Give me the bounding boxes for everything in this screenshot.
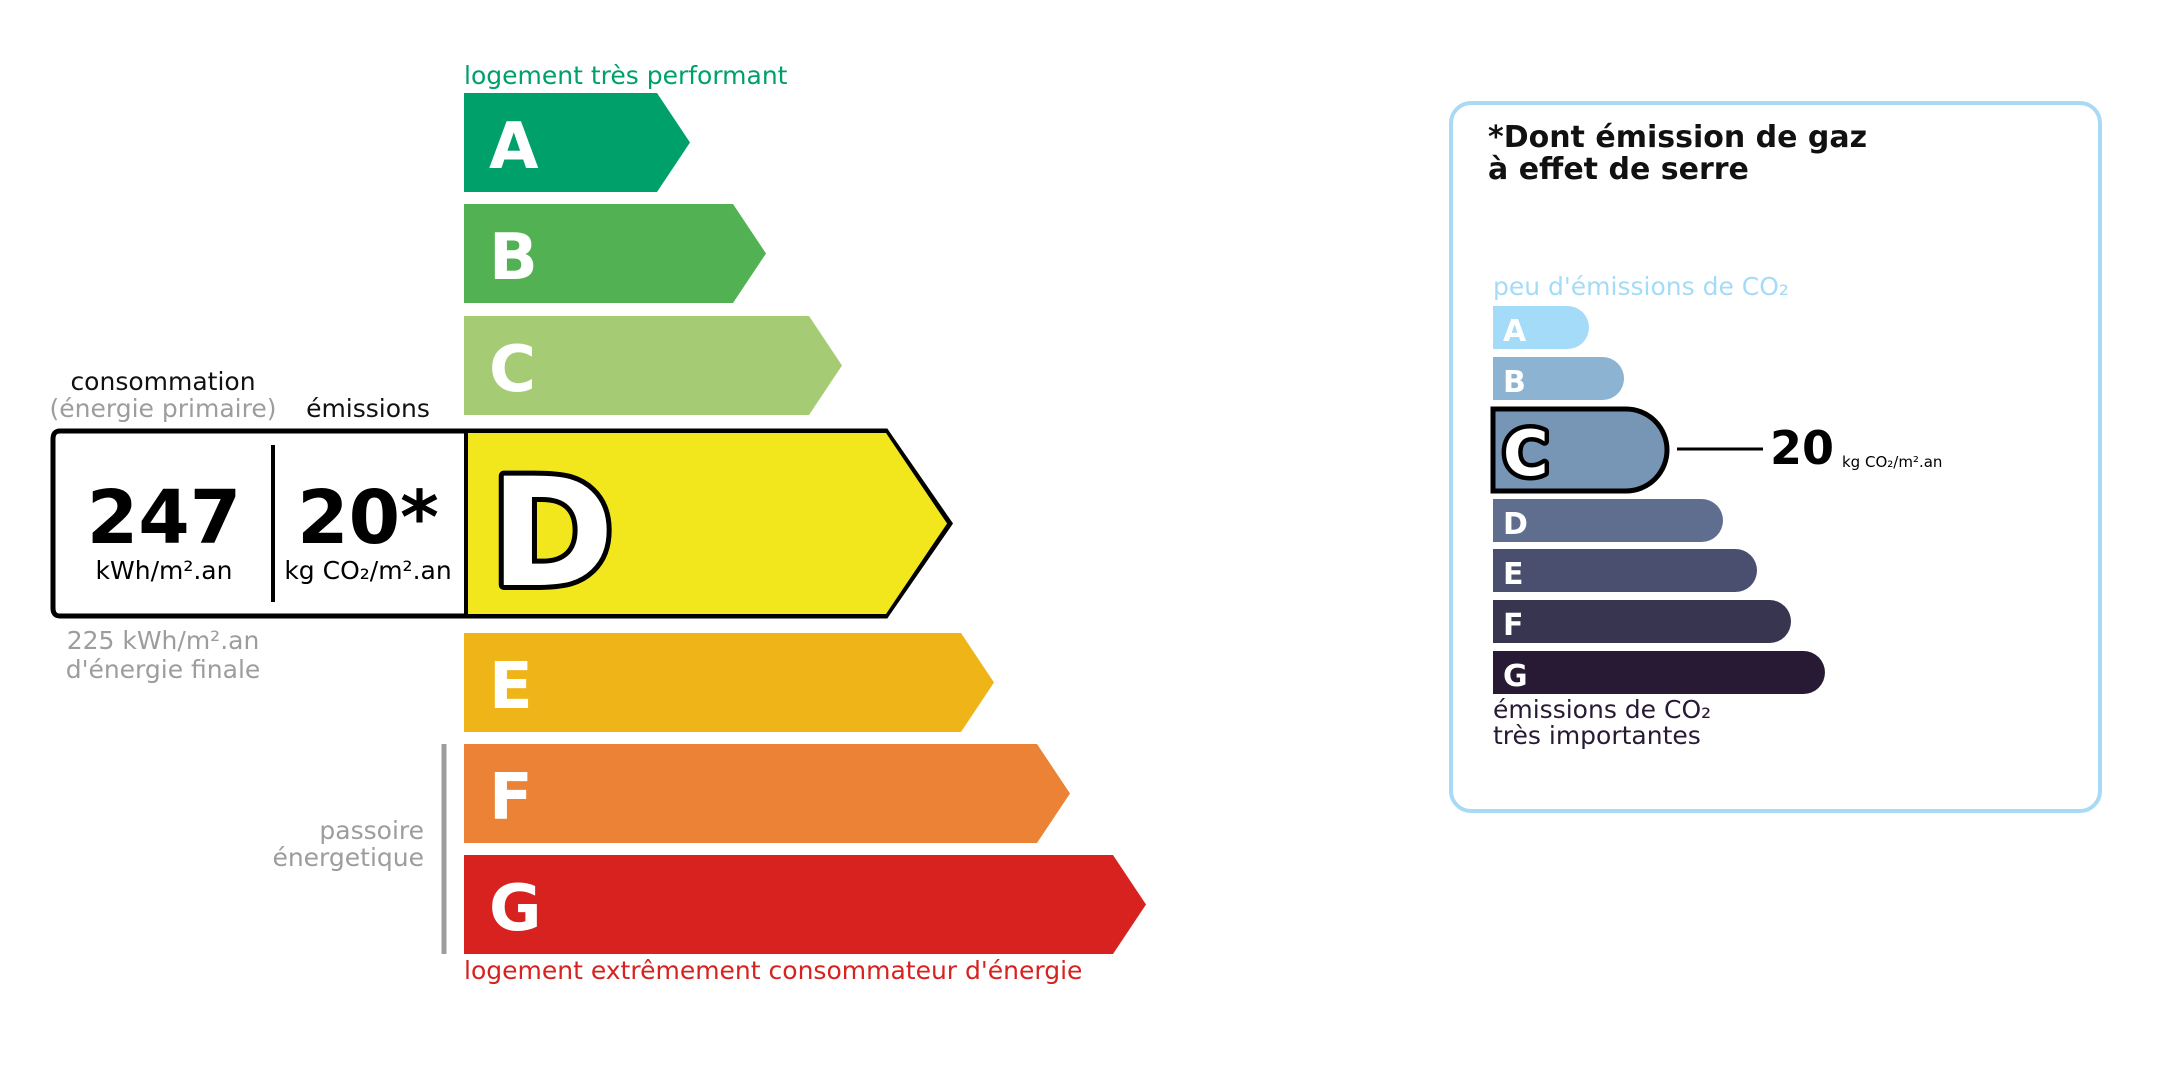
emissions-unit: kg CO₂/m².an [284, 556, 452, 585]
ghg-bar-C [1490, 406, 1670, 494]
bottom-energy-label: logement extrêmement consommateur d'éner… [464, 956, 1083, 985]
ghg-unit: kg CO₂/m².an [1842, 453, 1943, 471]
consumption-value: 247 [86, 475, 242, 561]
consumption-sub: (énergie primaire) [49, 394, 277, 423]
ghg-bottom-label: émissions de CO₂ très importantes [1493, 697, 1711, 749]
final-energy-value: 225 kWh/m².an [66, 626, 260, 655]
ghg-panel [1449, 101, 2102, 813]
energy-bar-D [467, 433, 947, 614]
energy-bar-C [464, 316, 842, 415]
ghg-letter-B: B [1503, 365, 1526, 400]
ghg-letter-G: G [1503, 659, 1528, 694]
ghg-title: *Dont émission de gaz à effet de serre [1488, 122, 1867, 186]
ghg-letter-C: C [1503, 417, 1549, 490]
emissions-value: 20* [297, 475, 439, 561]
ghg-letter-E: E [1503, 557, 1524, 592]
passoire-label-1: passoire [319, 816, 424, 845]
ghg-bar-F [1493, 600, 1791, 643]
energy-letter-A: A [489, 110, 539, 184]
ghg-bottom-label-2: très importantes [1493, 721, 1701, 750]
ghg-value: 20 [1770, 421, 1835, 475]
energy-letter-G: G [489, 872, 542, 946]
energy-letter-C: C [489, 333, 536, 407]
emissions-header: émissions [306, 394, 430, 423]
energy-letter-D: D [490, 447, 615, 621]
ghg-letter-A: A [1503, 314, 1527, 349]
ghg-top-label: peu d'émissions de CO₂ [1493, 272, 1789, 301]
consumption-unit: kWh/m².an [95, 556, 233, 585]
ghg-title-line2: à effet de serre [1488, 152, 1749, 187]
ghg-bottom-label-1: émissions de CO₂ [1493, 695, 1712, 724]
energy-bar-F [464, 744, 1070, 843]
ghg-title-line1: *Dont émission de gaz [1488, 120, 1868, 155]
energy-letter-B: B [489, 221, 538, 295]
ghg-bar-G [1493, 651, 1825, 694]
energy-bar-G [464, 855, 1146, 954]
ghg-letter-D: D [1503, 507, 1528, 542]
ghg-letter-F: F [1503, 608, 1524, 643]
ghg-bar-D [1493, 499, 1723, 542]
passoire-label-2: énergetique [272, 843, 424, 872]
energy-letter-F: F [489, 761, 533, 835]
ghg-bar-B [1493, 357, 1624, 400]
consumption-header: consommation [70, 367, 256, 396]
ghg-bar-E [1493, 549, 1757, 592]
top-energy-label: logement très performant [464, 61, 788, 90]
energy-bar-B [464, 204, 766, 303]
energy-bar-A [464, 93, 690, 192]
final-energy-label: d'énergie finale [65, 655, 261, 684]
ghg-bar-A [1493, 306, 1589, 349]
energy-bar-E [464, 633, 994, 732]
energy-letter-E: E [489, 650, 533, 724]
